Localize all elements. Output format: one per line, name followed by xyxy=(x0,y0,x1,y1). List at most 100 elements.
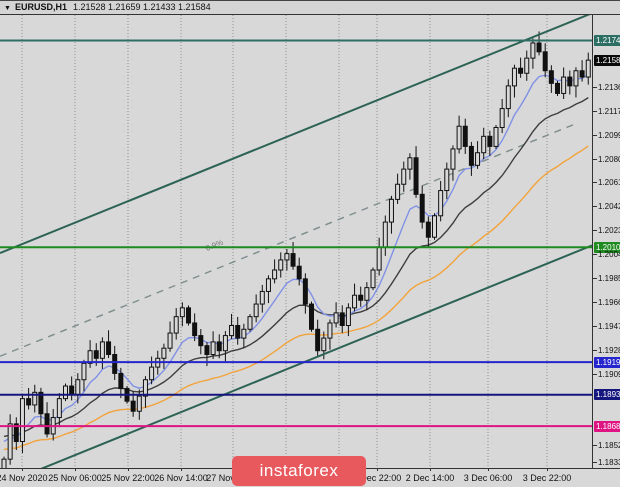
candle xyxy=(481,135,487,154)
candle xyxy=(32,391,38,406)
candle xyxy=(432,215,437,238)
collapse-triangle-icon[interactable]: ▼ xyxy=(4,5,11,12)
candle xyxy=(130,400,136,412)
price-tick-mark xyxy=(593,206,597,208)
candle xyxy=(56,398,62,419)
candle xyxy=(364,287,370,301)
candle xyxy=(179,307,185,318)
candle xyxy=(585,59,591,78)
price-tick-mark xyxy=(593,374,597,376)
price-axis-tick: 1.19280 xyxy=(593,346,620,355)
candle xyxy=(161,347,167,359)
candle xyxy=(339,312,345,326)
candle xyxy=(561,76,567,94)
price-axis[interactable]: 1.21740 1.21584 1.21365 1.21175 1.20990 1.208… xyxy=(593,14,620,468)
candle xyxy=(413,157,419,195)
time-tick-mark xyxy=(377,468,378,471)
candle xyxy=(265,278,271,292)
price-tick-mark xyxy=(593,302,597,304)
candle xyxy=(388,198,394,223)
time-axis-label: 3 Dec 06:00 xyxy=(463,473,513,483)
candle xyxy=(235,324,241,339)
candle xyxy=(327,322,333,339)
candle xyxy=(19,398,25,443)
candle xyxy=(370,269,376,289)
candle xyxy=(26,398,32,406)
candle xyxy=(524,57,530,74)
candle xyxy=(81,362,87,381)
price-level-badge-navy: 1.18931 xyxy=(594,389,620,401)
chart-top-border xyxy=(0,14,620,15)
candle xyxy=(229,324,235,337)
candle xyxy=(450,148,456,170)
price-tick-mark xyxy=(593,158,597,160)
candle xyxy=(210,341,216,355)
candle xyxy=(475,152,481,166)
price-tick-mark xyxy=(593,254,597,256)
price-axis-tick: 1.20990 xyxy=(593,131,620,140)
candle xyxy=(395,183,401,200)
candle xyxy=(493,127,499,147)
price-axis-tick: 1.21175 xyxy=(593,107,620,116)
candle xyxy=(87,350,93,364)
candle xyxy=(579,70,585,78)
candle xyxy=(44,413,50,435)
time-axis-label: 2 Dec 14:00 xyxy=(405,473,455,483)
candle xyxy=(216,341,222,352)
candle xyxy=(296,265,302,280)
candle xyxy=(382,221,388,248)
candle xyxy=(1,458,7,468)
candle xyxy=(167,332,173,349)
price-tick-mark xyxy=(593,230,597,232)
candle xyxy=(38,391,44,415)
slow-ma-line xyxy=(3,145,589,451)
candle xyxy=(444,168,450,192)
candle xyxy=(505,85,511,110)
time-axis-label: 25 Nov 22:00 xyxy=(101,473,155,483)
candle xyxy=(247,316,253,330)
time-axis-label: 1 Dec 22:00 xyxy=(352,473,402,483)
price-tick-mark xyxy=(593,278,597,280)
price-axis-tick: 1.19090 xyxy=(593,370,620,379)
candle xyxy=(222,335,228,352)
candle xyxy=(7,423,13,460)
candle xyxy=(69,385,75,396)
candle xyxy=(401,168,407,185)
candle xyxy=(136,395,142,412)
candle xyxy=(302,278,308,305)
price-level-badge-magenta: 1.18682 xyxy=(594,420,620,432)
candle xyxy=(272,269,278,280)
price-level-badge-black: 1.21584 xyxy=(594,54,620,66)
candle xyxy=(204,345,210,355)
price-axis-tick: 1.19660 xyxy=(593,298,620,307)
trendline-percent-label: 0.9% xyxy=(204,238,224,253)
candle xyxy=(518,67,524,74)
candle xyxy=(112,354,118,374)
time-tick-mark xyxy=(181,468,182,471)
time-axis-label: 3 Dec 22:00 xyxy=(522,473,572,483)
candle xyxy=(253,303,259,318)
candle xyxy=(573,70,579,87)
fast-ma-line xyxy=(3,73,589,443)
candle xyxy=(462,125,468,147)
time-axis-label: 24 Nov 2020 xyxy=(0,473,48,483)
lower-channel-line[interactable] xyxy=(0,244,592,485)
broker-watermark-text: instaforex xyxy=(259,461,339,480)
candle xyxy=(309,303,314,330)
time-tick-mark xyxy=(75,468,76,471)
candle xyxy=(149,366,155,381)
candle xyxy=(499,108,505,129)
ohlc-readout: 1.21528 1.21659 1.21433 1.21584 xyxy=(72,2,211,12)
candle xyxy=(198,335,204,347)
chart-canvas[interactable]: 0.9% xyxy=(0,1,592,487)
price-tick-mark xyxy=(593,111,597,113)
candle xyxy=(321,337,327,352)
time-tick-mark xyxy=(430,468,431,471)
candle xyxy=(75,379,81,396)
candle xyxy=(284,253,290,261)
candle xyxy=(290,253,296,267)
candle xyxy=(186,307,191,324)
price-tick-mark xyxy=(593,182,597,184)
price-tick-mark xyxy=(593,326,597,328)
upper-channel-line[interactable] xyxy=(0,14,591,255)
